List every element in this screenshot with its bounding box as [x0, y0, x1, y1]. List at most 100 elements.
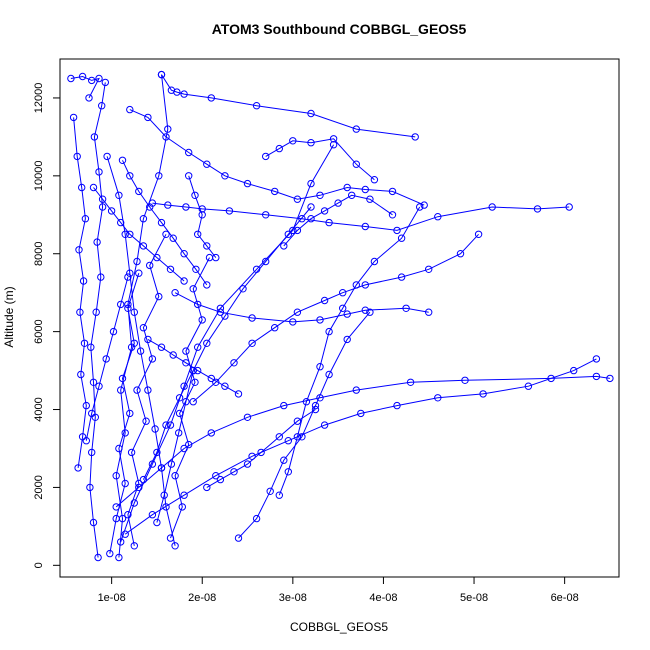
data-point	[133, 257, 141, 266]
data-point	[121, 530, 129, 538]
profile-line	[147, 338, 239, 395]
data-point	[280, 242, 288, 250]
profile-line	[152, 202, 570, 231]
data-point	[180, 90, 188, 98]
data-point	[203, 483, 211, 492]
profile-line	[156, 370, 194, 523]
data-point	[533, 205, 542, 213]
data-point	[271, 187, 279, 196]
data-point	[77, 370, 85, 379]
data-point	[434, 213, 442, 221]
data-point	[101, 78, 110, 87]
data-point	[216, 304, 225, 312]
data-point	[298, 215, 306, 223]
data-point	[189, 285, 197, 293]
data-point	[162, 421, 170, 429]
profile-line	[85, 276, 129, 441]
data-point	[117, 538, 125, 546]
data-point	[207, 429, 216, 437]
data-point	[207, 94, 216, 102]
data-point	[606, 374, 614, 383]
data-point	[388, 187, 397, 196]
data-point	[98, 195, 107, 203]
data-point	[352, 386, 360, 394]
data-point	[221, 382, 229, 390]
profile-line	[161, 74, 416, 138]
x-tick-label: 4e-08	[369, 592, 397, 604]
data-point	[85, 94, 93, 102]
data-point	[157, 343, 166, 351]
data-point	[411, 133, 419, 141]
data-point	[316, 316, 324, 324]
profile-line	[109, 273, 140, 554]
plot-frame	[59, 58, 620, 578]
data-point	[343, 310, 351, 318]
y-tick-label: 0	[33, 562, 45, 568]
data-point	[194, 366, 202, 375]
data-point	[243, 413, 252, 421]
data-point	[115, 191, 123, 200]
data-point	[148, 355, 157, 363]
data-point	[230, 468, 238, 476]
data-point	[420, 201, 428, 209]
data-point	[142, 417, 150, 425]
data-point	[248, 339, 256, 347]
data-point	[106, 549, 114, 558]
data-point	[316, 363, 324, 371]
data-point	[88, 409, 96, 418]
data-point	[175, 429, 183, 437]
data-point	[124, 511, 132, 519]
data-point	[370, 257, 379, 266]
data-point	[352, 125, 360, 133]
data-point	[248, 314, 256, 322]
data-point	[293, 195, 302, 203]
y-tick-label: 12000	[33, 83, 45, 114]
data-point	[284, 230, 292, 239]
data-point	[103, 152, 111, 161]
data-point	[133, 386, 141, 394]
profile-line	[174, 292, 429, 323]
data-point	[252, 102, 261, 110]
data-point	[182, 347, 190, 355]
data-point	[162, 133, 170, 141]
data-point	[93, 238, 101, 246]
data-point	[366, 308, 374, 316]
data-point	[212, 472, 220, 480]
data-point	[73, 152, 81, 161]
data-point	[76, 308, 84, 316]
y-tick-label: 8000	[33, 241, 45, 265]
data-point	[124, 304, 132, 312]
data-point	[117, 386, 125, 394]
data-point	[262, 152, 270, 161]
data-point	[425, 308, 433, 316]
data-point	[171, 472, 179, 480]
data-point	[221, 172, 229, 180]
y-tick-label: 4000	[33, 397, 45, 421]
profile-line	[122, 160, 208, 286]
data-point	[298, 433, 306, 441]
data-point	[88, 448, 96, 457]
data-point	[361, 306, 369, 314]
data-point	[194, 230, 202, 239]
data-point	[302, 398, 311, 406]
data-point	[329, 135, 338, 143]
data-point	[139, 324, 148, 332]
data-point	[289, 226, 297, 235]
data-point	[194, 300, 202, 309]
data-point	[352, 160, 360, 168]
data-point	[275, 144, 283, 153]
profile-line	[206, 409, 316, 488]
data-point	[212, 253, 220, 262]
data-point	[311, 405, 320, 414]
profile-line	[93, 187, 185, 282]
data-point	[67, 74, 75, 83]
data-point	[130, 339, 139, 347]
profile-line	[278, 206, 421, 496]
data-point	[157, 218, 166, 227]
data-point	[130, 499, 139, 507]
profile-line	[106, 156, 176, 546]
data-point	[157, 464, 166, 472]
data-point	[189, 398, 197, 406]
data-point	[402, 304, 410, 312]
data-point	[343, 335, 351, 344]
